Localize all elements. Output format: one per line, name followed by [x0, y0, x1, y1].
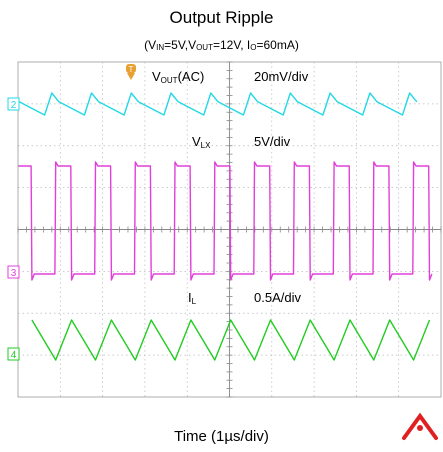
vout-label: VOUT(AC) [152, 69, 204, 85]
channel-marker-2: 2 [7, 97, 20, 111]
vout-ripple-trace [18, 92, 418, 116]
il-current-trace [31, 319, 431, 361]
channel-marker-label: 2 [11, 100, 17, 111]
channel-markers: 2 3 4 [7, 97, 20, 361]
il-scale: 0.5A/div [254, 290, 301, 305]
subtitle-vout-sub: OUT [196, 43, 213, 52]
trigger-marker-icon: T [126, 64, 136, 80]
chart-title: Output Ripple [169, 8, 274, 27]
channel-marker-box [7, 97, 20, 111]
il-label: IL [188, 290, 197, 306]
channel-marker-label: 3 [11, 268, 17, 279]
vlx-switching-trace [18, 161, 433, 281]
channel-marker-4: 4 [7, 347, 20, 361]
svg-text:T: T [129, 65, 134, 74]
waveform-traces [18, 92, 433, 361]
subtitle-vin-val: =5V,V [164, 38, 197, 52]
subtitle-open: (V [144, 38, 157, 52]
x-axis-label: Time (1µs/div) [174, 428, 269, 445]
channel-marker-box [7, 265, 20, 279]
channel-marker-label: 4 [11, 350, 17, 361]
plot-grid [17, 61, 442, 398]
watermark-icon [402, 412, 438, 440]
channel-marker-box [7, 347, 20, 361]
vout-scale: 20mV/div [254, 69, 309, 84]
subtitle-vin-sub: IN [156, 43, 165, 52]
subtitle-vout-val: =12V, I [212, 38, 251, 52]
channel-marker-3: 3 [7, 265, 20, 279]
subtitle-io-val: =60mA) [256, 38, 299, 52]
vlx-scale: 5V/div [254, 134, 291, 149]
vlx-label: VLX [192, 134, 211, 150]
subtitle-io-sub: O [250, 43, 257, 52]
chart-subtitle: (VIN=5V,VOUT=12V, IO=60mA) [0, 38, 443, 52]
